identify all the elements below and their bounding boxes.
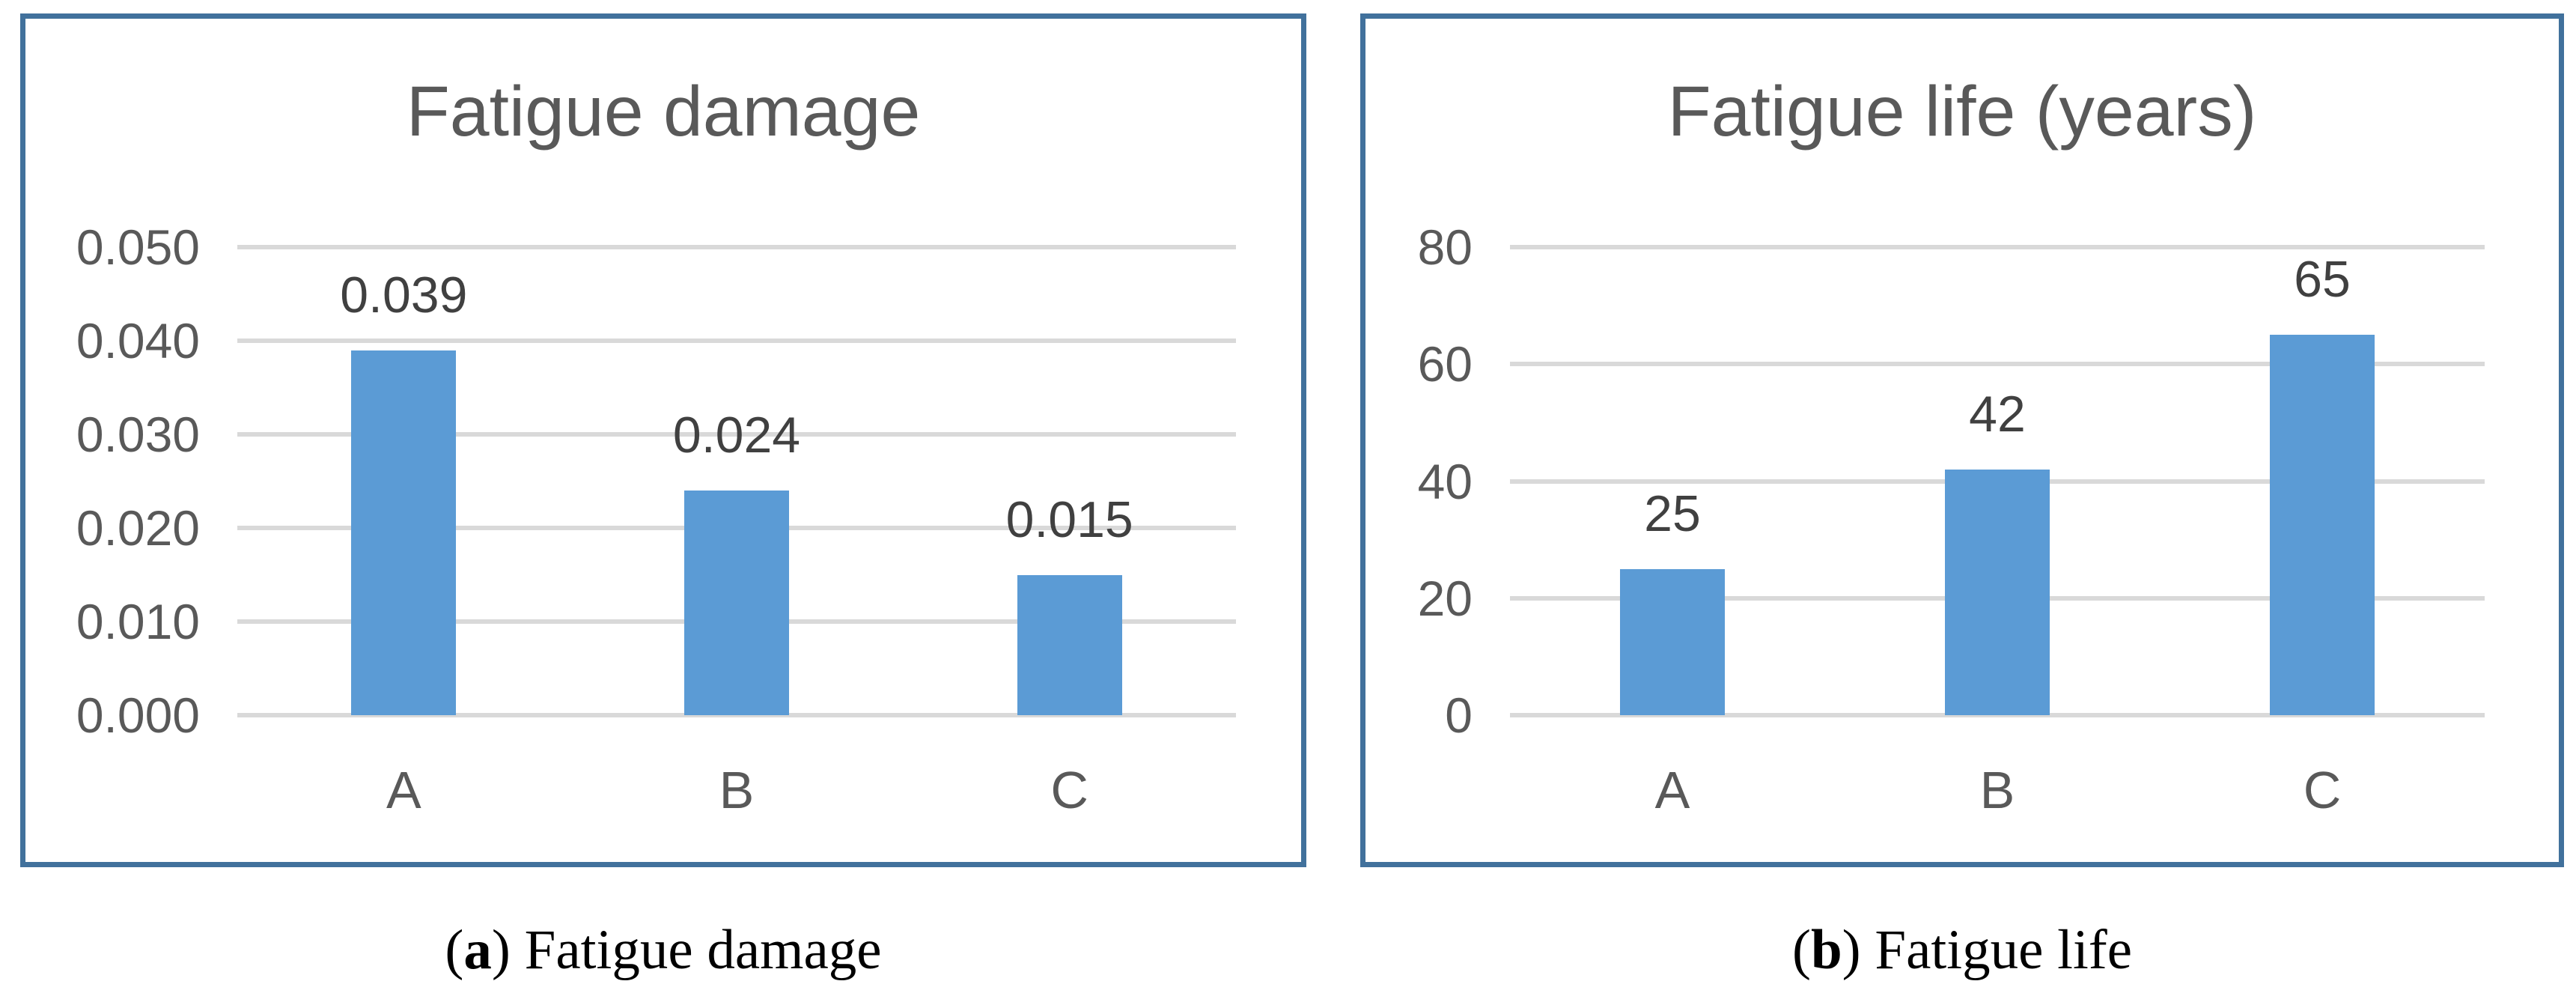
y-axis-tick-label: 60 [1417, 336, 1473, 392]
caption-b-open: ( [1791, 919, 1811, 981]
chart-title-fatigue-damage: Fatigue damage [406, 72, 921, 151]
gridline [237, 713, 1236, 717]
y-axis-tick-label: 0.050 [76, 219, 200, 275]
bar-B [1945, 469, 2050, 715]
y-axis-tick-label: 0 [1445, 687, 1473, 743]
plot-area-fatigue-damage: 0.050 0.040 0.030 0.020 0.010 0.000 0.039 A 0.02… [76, 222, 1236, 816]
bar-B [684, 491, 789, 715]
category-label-C: C [1050, 761, 1088, 819]
category-label-A: A [1654, 761, 1690, 819]
caption-b-text: Fatigue life [1860, 919, 2133, 981]
gridline [237, 338, 1236, 343]
caption-b-marker: b [1810, 919, 1842, 981]
plot-area-fatigue-life: 80 60 40 20 0 25 A 42 B 65 C [1418, 222, 2485, 816]
bar-A [1620, 568, 1725, 715]
bar-A [351, 350, 457, 715]
y-axis-tick-label: 0.020 [76, 500, 200, 556]
data-label-B: 42 [1969, 385, 2026, 443]
chart-panel-fatigue-life: Fatigue life (years) 80 60 40 20 0 25 A 42 B 65 C [1360, 13, 2564, 867]
y-axis-tick-label: 40 [1417, 453, 1473, 509]
caption-a-close: ) [491, 919, 511, 981]
y-axis-tick-label: 0.010 [76, 594, 200, 649]
data-label-A: 0.039 [340, 266, 468, 324]
caption-a-open: ( [445, 919, 464, 981]
bar-C [1017, 574, 1122, 715]
data-label-B: 0.024 [672, 407, 801, 464]
category-label-B: B [719, 761, 755, 819]
y-axis-tick-label: 0.000 [76, 687, 200, 743]
chart-panel-fatigue-damage: Fatigue damage 0.050 0.040 0.030 0.020 0.010… [20, 13, 1306, 867]
category-label-B: B [1979, 761, 2015, 819]
caption-fatigue-life: (b) Fatigue life [1360, 919, 2564, 982]
caption-a-marker: a [463, 919, 492, 981]
y-axis-tick-label: 0.040 [76, 313, 200, 368]
gridline [1510, 245, 2485, 249]
bar-C [2270, 335, 2375, 715]
gridline [1510, 362, 2485, 367]
category-label-A: A [386, 761, 421, 819]
y-axis-tick-label: 20 [1417, 570, 1473, 626]
data-label-C: 65 [2294, 251, 2351, 309]
caption-b-close: ) [1842, 919, 1861, 981]
category-label-C: C [2303, 761, 2342, 819]
y-axis-tick-label: 0.030 [76, 407, 200, 462]
data-label-C: 0.015 [1005, 491, 1133, 548]
caption-fatigue-damage: (a) Fatigue damage [20, 919, 1306, 982]
caption-a-text: Fatigue damage [510, 919, 882, 981]
gridline [1510, 713, 2485, 717]
gridline [237, 432, 1236, 437]
chart-title-fatigue-life: Fatigue life (years) [1667, 72, 2257, 151]
gridline [237, 245, 1236, 249]
y-axis-tick-label: 80 [1417, 219, 1473, 275]
data-label-A: 25 [1644, 485, 1701, 542]
